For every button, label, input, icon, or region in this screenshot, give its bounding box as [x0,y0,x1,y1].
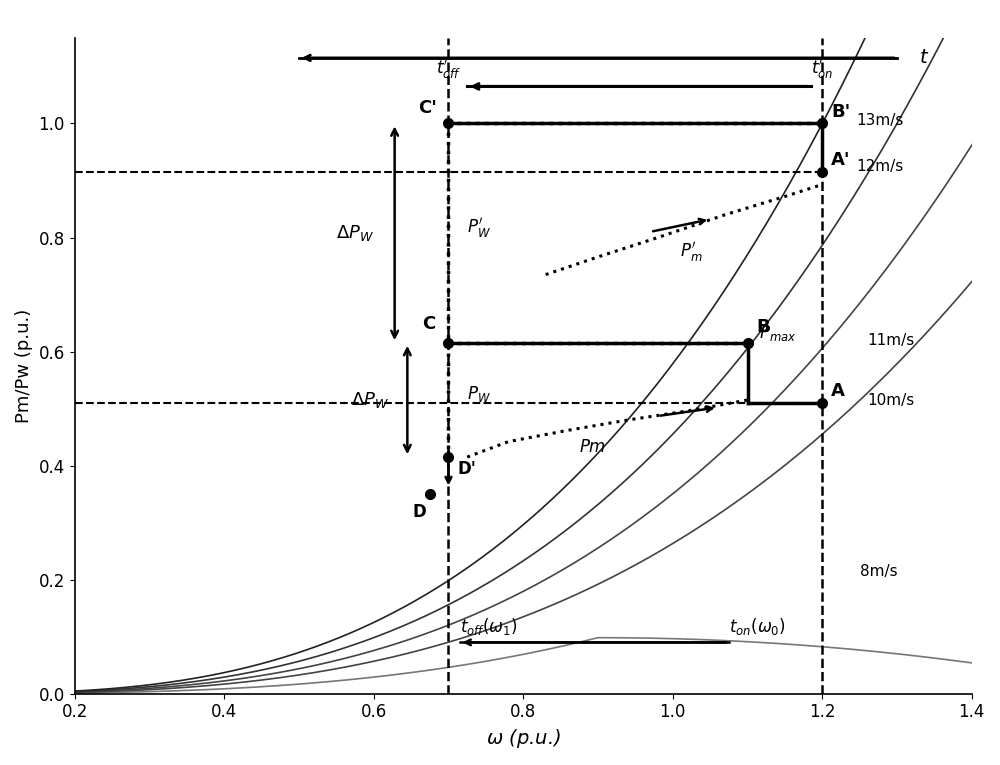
Text: 12m/s: 12m/s [856,159,903,174]
X-axis label: $\omega$ (p.u.): $\omega$ (p.u.) [486,727,561,750]
Text: C: C [422,314,435,333]
Text: $\Delta P_W$: $\Delta P_W$ [336,223,374,243]
Text: 11m/s: 11m/s [867,333,914,347]
Text: $P_W$: $P_W$ [467,384,491,405]
Text: $P_m'$: $P_m'$ [680,239,703,264]
Text: B': B' [831,103,851,121]
Text: A': A' [831,151,851,169]
Text: 13m/s: 13m/s [856,113,903,128]
Text: t: t [919,48,927,67]
Text: D: D [412,503,426,521]
Text: $t_{on}'$: $t_{on}'$ [811,57,833,81]
Text: B: B [756,318,770,336]
Text: $P_W'$: $P_W'$ [467,216,491,239]
Text: $\Delta P_W$: $\Delta P_W$ [351,390,389,410]
Text: A: A [831,382,845,400]
Text: $t_{off}'$: $t_{off}'$ [436,57,461,81]
Text: $P_{max}$: $P_{max}$ [759,324,796,343]
Text: Pm: Pm [579,438,606,457]
Text: $t_{off}(\omega_1)$: $t_{off}(\omega_1)$ [460,616,517,637]
Text: 10m/s: 10m/s [867,392,914,408]
Text: 8m/s: 8m/s [860,564,897,578]
Text: $t_{on}(\omega_0)$: $t_{on}(\omega_0)$ [729,616,786,637]
Y-axis label: Pm/Pw (p.u.): Pm/Pw (p.u.) [15,309,33,423]
Text: D': D' [457,460,476,478]
Text: C': C' [418,99,437,116]
